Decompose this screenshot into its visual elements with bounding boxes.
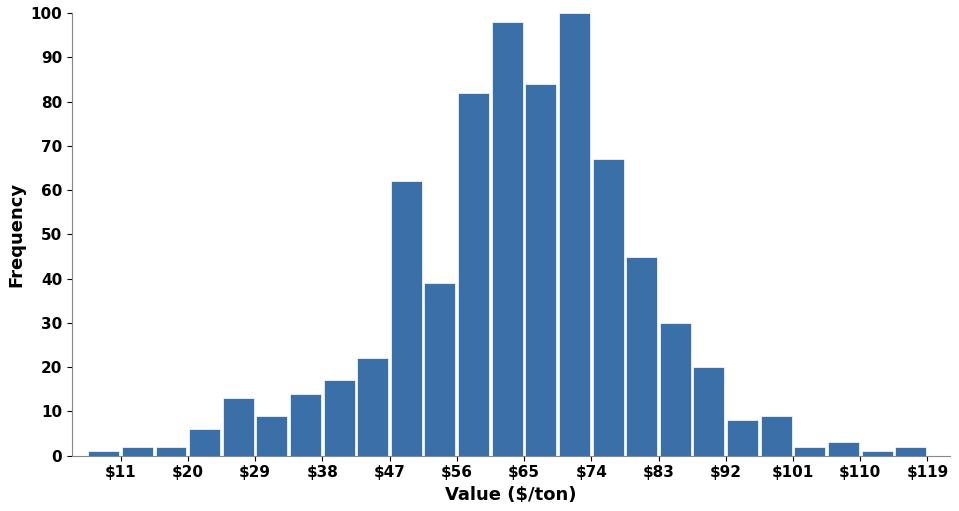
Bar — [88, 451, 119, 456]
Bar — [358, 358, 388, 456]
Bar — [794, 447, 826, 456]
Bar — [760, 416, 791, 456]
Bar — [861, 451, 893, 456]
Bar — [660, 323, 690, 456]
Bar — [256, 416, 288, 456]
Bar — [425, 283, 456, 456]
Bar — [492, 22, 523, 456]
Bar — [458, 92, 489, 456]
Bar — [593, 159, 623, 456]
Bar — [693, 367, 724, 456]
Bar — [559, 13, 590, 456]
Bar — [122, 447, 152, 456]
Bar — [626, 257, 657, 456]
Bar — [290, 394, 321, 456]
Bar — [189, 429, 220, 456]
Bar — [727, 421, 758, 456]
Bar — [828, 443, 859, 456]
Y-axis label: Frequency: Frequency — [7, 182, 25, 287]
Bar — [391, 181, 422, 456]
Bar — [895, 447, 926, 456]
Bar — [222, 398, 254, 456]
Bar — [526, 84, 556, 456]
Bar — [155, 447, 186, 456]
Bar — [323, 381, 355, 456]
X-axis label: Value ($/ton): Value ($/ton) — [445, 486, 576, 504]
